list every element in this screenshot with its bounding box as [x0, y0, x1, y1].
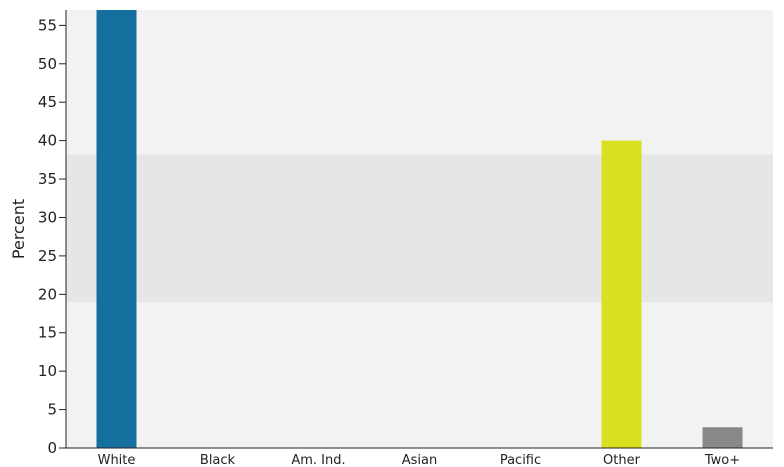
y-tick-label: 55 [38, 16, 57, 34]
y-tick-label: 5 [47, 401, 57, 419]
x-tick-label: Pacific [500, 453, 541, 467]
bar-other [601, 140, 642, 448]
y-tick-label: 40 [38, 132, 57, 150]
y-tick-label: 50 [38, 55, 57, 73]
y-tick-label: 0 [47, 439, 57, 457]
reference-band [66, 154, 773, 302]
x-tick-label: Two+ [704, 453, 740, 467]
x-tick-label: Asian [402, 453, 437, 467]
y-tick-label: 45 [38, 93, 57, 111]
y-axis-title: Percent [9, 199, 28, 259]
x-tick-label: Black [200, 453, 236, 467]
y-ticks-group: 0 5 10 15 20 25 30 35 40 45 50 55 [38, 16, 66, 457]
x-labels-group: White Black Am. Ind. Asian Pacific Other Two+ [98, 453, 741, 467]
y-tick-label: 25 [38, 247, 57, 265]
y-tick-label: 15 [38, 324, 57, 342]
bars-group [96, 10, 743, 448]
y-tick-label: 35 [38, 170, 57, 188]
y-tick-label: 20 [38, 285, 57, 303]
y-tick-label: 10 [38, 362, 57, 380]
bar-white [96, 10, 137, 448]
bar-two [702, 427, 743, 448]
y-tick-label: 30 [38, 208, 57, 226]
x-tick-label: Am. Ind. [291, 453, 345, 467]
x-tick-label: Other [603, 453, 641, 467]
x-tick-label: White [98, 453, 136, 467]
